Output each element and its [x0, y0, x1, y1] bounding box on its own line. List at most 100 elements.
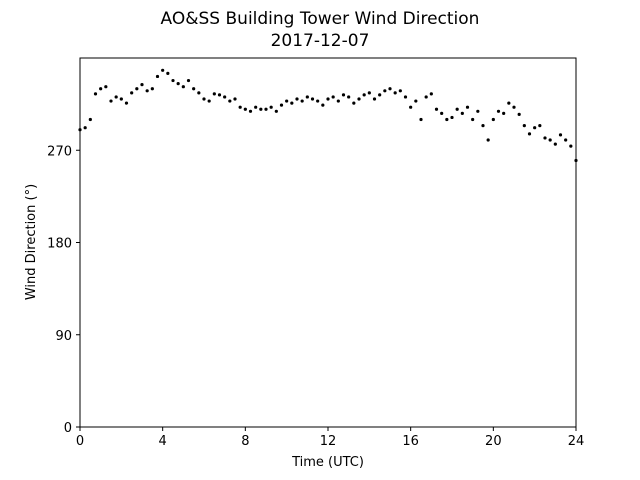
data-point	[558, 133, 563, 137]
data-point	[197, 91, 201, 95]
data-point	[336, 99, 340, 103]
axis-ticks: 0 4 8 12 16 20 24 0 90 180 270	[47, 144, 584, 449]
data-point	[171, 78, 175, 83]
data-point	[192, 87, 196, 91]
data-point	[135, 87, 139, 91]
data-point	[496, 109, 501, 113]
data-point	[393, 91, 397, 95]
plot-area-frame	[79, 57, 577, 428]
data-point	[202, 97, 206, 101]
data-point	[502, 111, 506, 115]
data-point	[331, 95, 335, 99]
y-tick-label: 180	[47, 237, 72, 252]
data-point	[212, 92, 216, 96]
data-point	[223, 95, 227, 99]
data-point	[186, 78, 191, 83]
x-tick-label: 24	[568, 434, 585, 449]
data-point	[398, 89, 402, 93]
data-point	[285, 99, 289, 103]
data-point	[166, 71, 170, 75]
data-point	[455, 107, 459, 111]
x-tick-label: 4	[159, 434, 167, 449]
data-point	[316, 99, 320, 103]
data-point	[207, 99, 211, 103]
y-axis-label: Wind Direction (°)	[24, 184, 39, 300]
data-point	[465, 105, 470, 109]
data-point	[434, 107, 439, 111]
data-point	[321, 103, 325, 107]
data-point	[440, 111, 444, 115]
data-point	[383, 89, 387, 93]
data-point	[104, 85, 108, 89]
data-point	[372, 97, 377, 101]
data-point	[93, 92, 98, 96]
y-tick-label: 90	[55, 329, 72, 344]
data-point	[140, 83, 144, 87]
data-point	[357, 97, 361, 101]
data-point	[414, 99, 418, 103]
data-point	[119, 97, 123, 101]
data-point	[176, 82, 180, 86]
data-point	[507, 101, 511, 105]
data-point	[533, 126, 537, 130]
data-point	[409, 105, 413, 109]
data-point	[543, 136, 547, 140]
data-point	[99, 87, 103, 91]
chart-title: AO&SS Building Tower Wind Direction	[161, 9, 480, 29]
chart-subtitle: 2017-12-07	[271, 31, 370, 51]
x-tick-label: 0	[76, 434, 84, 449]
data-point	[161, 68, 165, 72]
data-point	[527, 132, 532, 136]
data-point	[243, 107, 247, 111]
data-point	[274, 109, 278, 113]
data-point	[491, 117, 495, 122]
data-point	[347, 95, 351, 99]
data-point	[130, 91, 134, 95]
data-point	[83, 126, 87, 130]
data-point	[145, 89, 149, 93]
data-point	[445, 117, 449, 122]
data-point	[295, 97, 299, 101]
data-point	[114, 95, 118, 99]
data-point	[548, 138, 552, 142]
data-point	[429, 92, 433, 96]
data-point	[403, 95, 408, 99]
data-point	[419, 117, 423, 122]
data-point	[124, 101, 129, 105]
data-point	[367, 91, 371, 95]
data-point	[388, 87, 392, 91]
y-tick-label: 270	[47, 144, 72, 159]
data-point	[155, 74, 160, 79]
data-point	[341, 93, 346, 97]
y-tick-label: 0	[64, 421, 72, 436]
data-point	[88, 117, 92, 122]
data-point	[279, 103, 284, 107]
data-point	[476, 109, 480, 113]
data-point	[326, 97, 330, 101]
data-point	[460, 111, 464, 115]
data-point	[305, 95, 309, 99]
data-point	[450, 115, 454, 120]
data-point	[217, 93, 222, 97]
x-axis-label: Time (UTC)	[291, 455, 364, 470]
x-tick-label: 20	[485, 434, 502, 449]
x-tick-label: 16	[402, 434, 419, 449]
data-point	[269, 105, 273, 109]
x-tick-label: 12	[320, 434, 337, 449]
data-point	[538, 124, 542, 128]
data-point	[553, 142, 557, 146]
data-point	[481, 124, 485, 128]
data-point	[233, 97, 237, 101]
data-point	[259, 107, 263, 111]
data-point	[362, 93, 366, 97]
data-point	[248, 109, 253, 113]
data-points	[78, 68, 578, 163]
data-point	[228, 99, 232, 103]
data-point	[254, 105, 258, 109]
data-point	[486, 138, 490, 142]
data-point	[290, 101, 294, 105]
data-point	[512, 105, 516, 109]
data-point	[564, 138, 568, 142]
data-point	[150, 87, 154, 91]
